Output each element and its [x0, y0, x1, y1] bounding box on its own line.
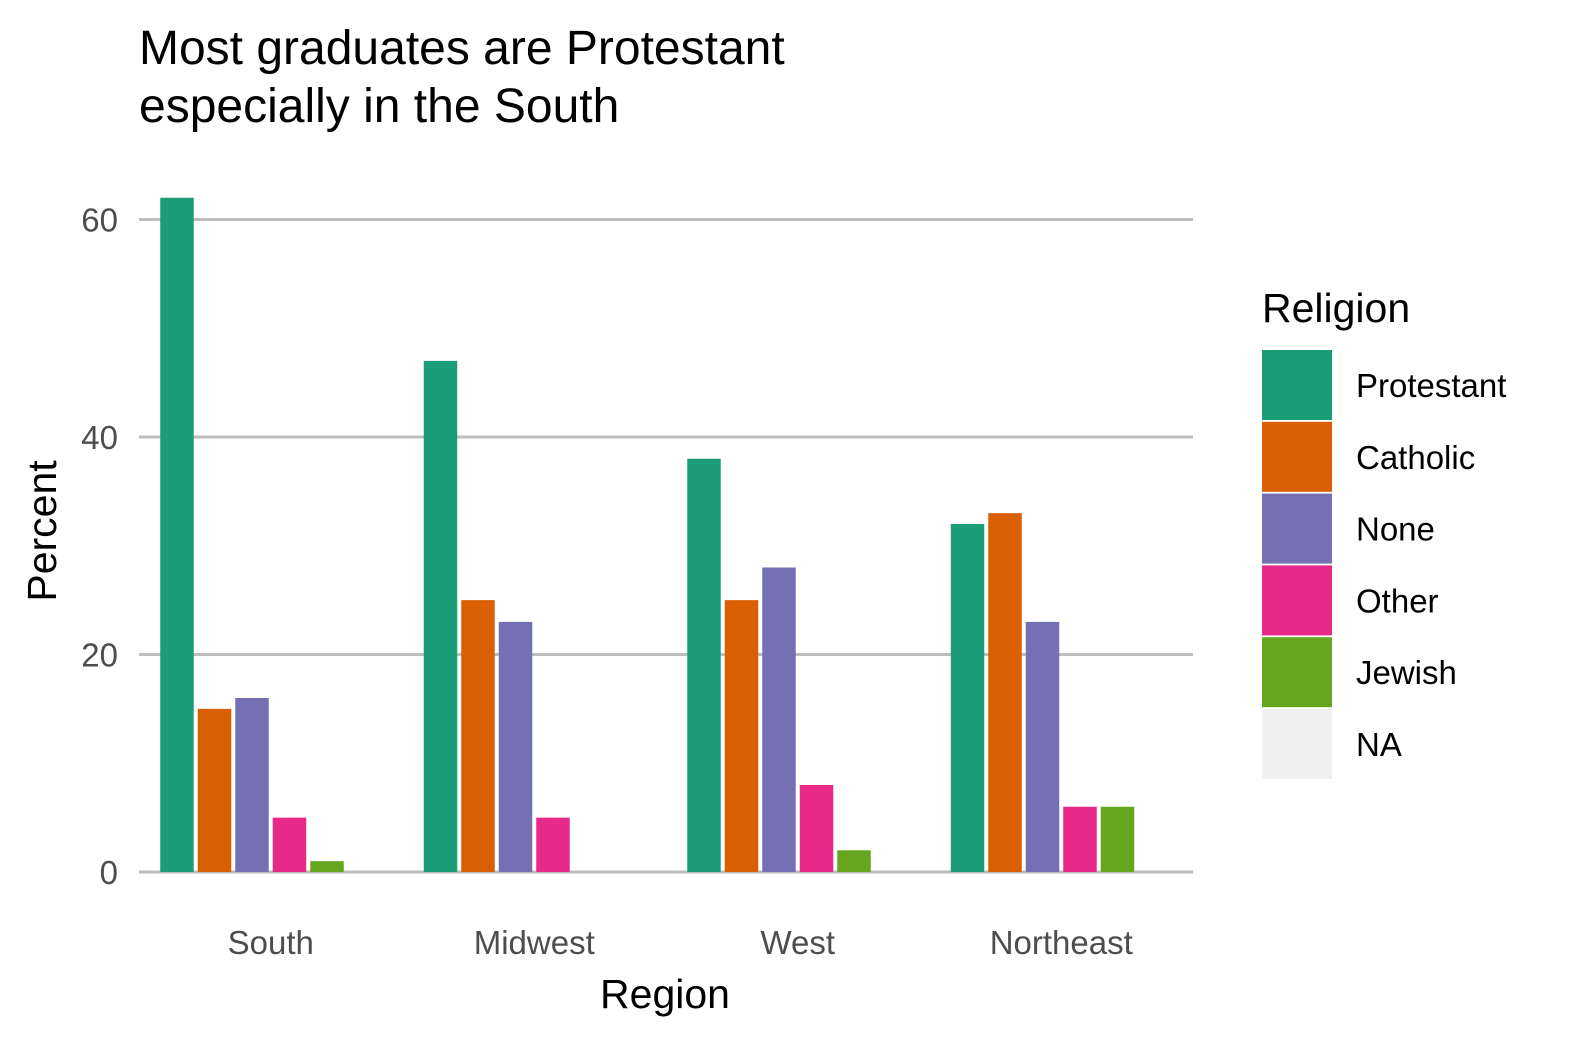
bar-none-south [235, 698, 269, 872]
legend-label-na: NA [1356, 726, 1402, 763]
legend-label-protestant: Protestant [1356, 367, 1506, 404]
bar-other-midwest [536, 817, 570, 873]
bar-protestant-midwest [423, 360, 458, 873]
legend: Religion Protestant Catholic None Other Jewi… [1262, 285, 1506, 779]
y-tick-label: 60 [81, 202, 118, 239]
x-axis-title: Region [600, 971, 730, 1017]
legend-label-catholic: Catholic [1356, 439, 1475, 476]
x-tick-label: South [228, 924, 314, 961]
bars-layer [160, 197, 1135, 873]
x-tick-label: Northeast [990, 924, 1133, 961]
bar-jewish-south [310, 861, 344, 873]
x-tick-label: Midwest [474, 924, 595, 961]
bar-catholic-west [724, 600, 759, 873]
legend-key-jewish [1262, 637, 1332, 708]
legend-items: Protestant Catholic None Other Jewish NA [1262, 350, 1506, 779]
bar-protestant-west [687, 458, 721, 872]
bar-catholic-south [197, 708, 232, 873]
chart-title-line-1: Most graduates are Protestant [139, 22, 785, 75]
legend-key-catholic [1262, 421, 1332, 492]
y-axis-title: Percent [19, 460, 65, 602]
legend-key-protestant [1262, 350, 1332, 420]
legend-key-na [1262, 709, 1332, 779]
y-tick-label: 0 [100, 854, 118, 891]
bar-catholic-midwest [461, 600, 495, 873]
bar-jewish-northeast [1100, 806, 1135, 872]
legend-title: Religion [1262, 285, 1410, 331]
chart-title-line-2: especially in the South [139, 80, 619, 133]
bar-other-northeast [1063, 806, 1097, 872]
bar-catholic-northeast [988, 513, 1022, 873]
bar-other-west [799, 785, 834, 872]
bar-none-northeast [1025, 621, 1060, 873]
legend-label-none: None [1356, 511, 1435, 548]
bar-other-south [272, 817, 307, 873]
bar-protestant-northeast [950, 524, 985, 872]
legend-label-jewish: Jewish [1356, 654, 1457, 691]
y-tick-label: 20 [81, 637, 118, 674]
legend-key-other [1262, 565, 1332, 636]
axis-layer: 0 20 40 60 South Midwest West Northeast [81, 202, 1133, 962]
bar-jewish-west [837, 850, 871, 872]
bar-none-west [762, 567, 796, 872]
y-tick-label: 40 [81, 419, 118, 456]
legend-label-other: Other [1356, 582, 1439, 619]
x-tick-label: West [760, 924, 835, 961]
bar-none-midwest [498, 621, 533, 873]
legend-key-none [1262, 493, 1332, 564]
bar-protestant-south [160, 197, 194, 872]
